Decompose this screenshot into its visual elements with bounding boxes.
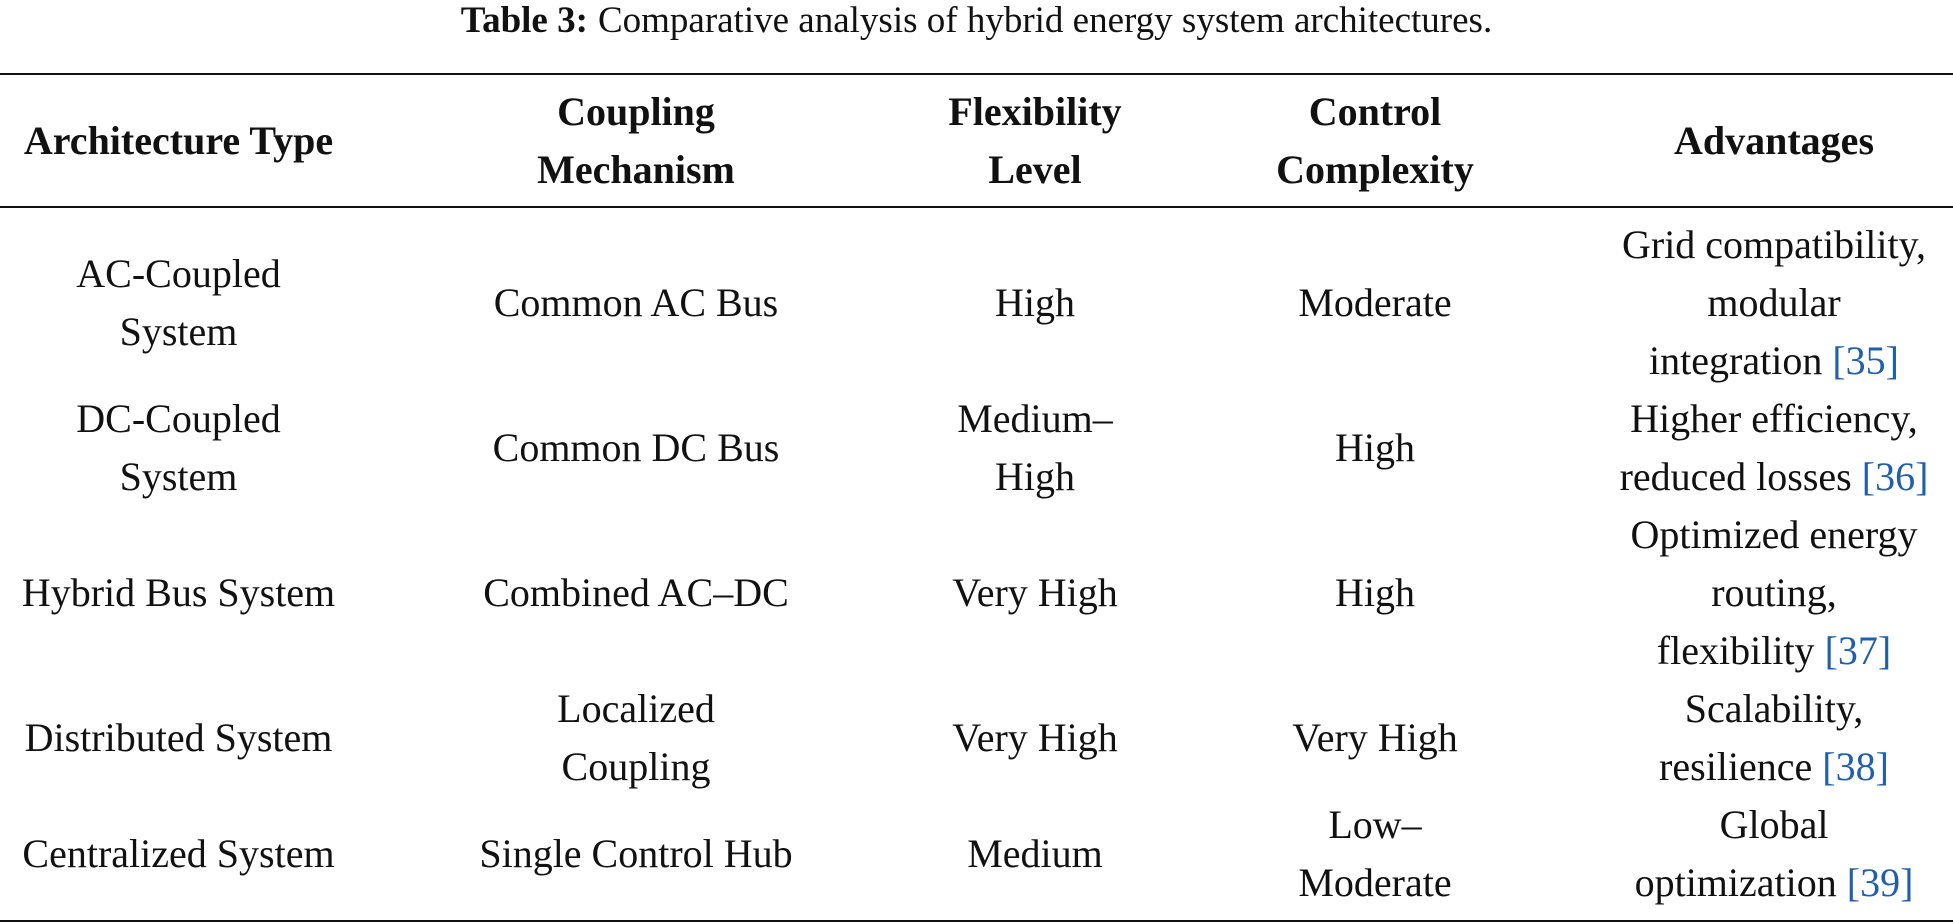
- cell-line: Grid compatibility,: [1621, 222, 1927, 267]
- table-row: Distributed System Localized Coupling Very …: [0, 680, 1953, 796]
- table-cell: Global optimization [39]: [1595, 796, 1953, 921]
- cell-line: Moderate: [1298, 860, 1452, 905]
- cell-line: Low–: [1328, 802, 1422, 847]
- table-cell: Single Control Hub: [357, 796, 915, 921]
- table-header: Architecture Type Coupling Mechanism Flexib…: [0, 74, 1953, 207]
- table-row: DC-Coupled System Common DC Bus Medium– High…: [0, 390, 1953, 506]
- cell-line: Combined AC–DC: [483, 570, 789, 615]
- table: Architecture Type Coupling Mechanism Flexib…: [0, 73, 1953, 922]
- table-cell: Medium– High: [915, 390, 1155, 506]
- cell-line: Medium–: [957, 396, 1113, 441]
- cell-line: Global: [1719, 802, 1829, 847]
- table-cell: Common DC Bus: [357, 390, 915, 506]
- table-cell: High: [1155, 390, 1595, 506]
- table-cell: Grid compatibility, modular integration [3…: [1595, 207, 1953, 390]
- header-cell: Architecture Type: [0, 74, 357, 207]
- cell-line: Level: [988, 147, 1082, 192]
- table-cell: Moderate: [1155, 207, 1595, 390]
- table-cell: Scalability, resilience [38]: [1595, 680, 1953, 796]
- cell-line: Scalability,: [1684, 686, 1864, 731]
- cell-line: Common DC Bus: [492, 425, 780, 470]
- header-cell: Flexibility Level: [915, 74, 1155, 207]
- citation: [36]: [1861, 454, 1929, 499]
- cell-line: DC-Coupled: [76, 396, 281, 441]
- table-cell: Very High: [915, 506, 1155, 680]
- cell-line: Architecture Type: [23, 118, 334, 163]
- table-row: AC-Coupled System Common AC Bus High Moderat…: [0, 207, 1953, 390]
- citation: [38]: [1822, 744, 1889, 789]
- cell-line: Very High: [952, 715, 1118, 760]
- cell-line: Complexity: [1276, 147, 1474, 192]
- cell-line: modular: [1707, 280, 1841, 325]
- cell-line: Centralized System: [22, 831, 335, 876]
- table-cell: Common AC Bus: [357, 207, 915, 390]
- cell-line: High: [995, 280, 1075, 325]
- table-body: AC-Coupled System Common AC Bus High Moderat…: [0, 207, 1953, 921]
- caption-text: Comparative analysis of hybrid energy sy…: [597, 0, 1493, 41]
- table-cell: Medium: [915, 796, 1155, 921]
- cell-line: Localized: [557, 686, 715, 731]
- cell-line: High: [1335, 570, 1415, 615]
- cell-line: integration: [1649, 338, 1823, 383]
- caption-label: Table 3:: [460, 0, 588, 41]
- cell-line: Common AC Bus: [493, 280, 779, 325]
- citation: [39]: [1846, 860, 1914, 905]
- header-cell: Control Complexity: [1155, 74, 1595, 207]
- cell-line: resilience: [1659, 744, 1813, 789]
- citation: [35]: [1832, 338, 1899, 383]
- table-row: Centralized System Single Control Hub Medi…: [0, 796, 1953, 921]
- cell-line: Higher efficiency,: [1630, 396, 1918, 441]
- table-cell: High: [915, 207, 1155, 390]
- table-cell: Very High: [915, 680, 1155, 796]
- cell-line: Very High: [952, 570, 1118, 615]
- table-cell: Very High: [1155, 680, 1595, 796]
- table-cell: Higher efficiency, reduced losses [36]: [1595, 390, 1953, 506]
- table-cell: Localized Coupling: [357, 680, 915, 796]
- table-cell: DC-Coupled System: [0, 390, 357, 506]
- table-cell: Combined AC–DC: [357, 506, 915, 680]
- table-row: Hybrid Bus System Combined AC–DC Very High…: [0, 506, 1953, 680]
- cell-line: AC-Coupled: [76, 251, 281, 296]
- table-cell: AC-Coupled System: [0, 207, 357, 390]
- cell-line: Hybrid Bus System: [21, 570, 336, 615]
- cell-line: High: [995, 454, 1075, 499]
- cell-line: flexibility: [1656, 628, 1815, 673]
- cell-line: Optimized energy: [1630, 512, 1918, 557]
- table-cell: Distributed System: [0, 680, 357, 796]
- header-row: Architecture Type Coupling Mechanism Flexib…: [0, 74, 1953, 207]
- cell-line: Coupling: [557, 89, 715, 134]
- table-caption: Table 3: Comparative analysis of hybrid e…: [0, 0, 1953, 42]
- cell-line: routing,: [1711, 570, 1837, 615]
- cell-line: Coupling: [561, 744, 711, 789]
- citation: [37]: [1824, 628, 1892, 673]
- cell-line: High: [1335, 425, 1415, 470]
- cell-line: System: [119, 309, 238, 354]
- cell-line: Flexibility: [948, 89, 1122, 134]
- table-cell: Optimized energy routing, flexibility [37]: [1595, 506, 1953, 680]
- cell-line: Control: [1308, 89, 1442, 134]
- header-cell: Advantages: [1595, 74, 1953, 207]
- table-cell: Centralized System: [0, 796, 357, 921]
- table-cell: High: [1155, 506, 1595, 680]
- table-cell: Hybrid Bus System: [0, 506, 357, 680]
- cell-line: Very High: [1292, 715, 1458, 760]
- cell-line: System: [119, 454, 238, 499]
- cell-line: Single Control Hub: [479, 831, 793, 876]
- cell-line: Advantages: [1673, 118, 1875, 163]
- cell-line: Distributed System: [24, 715, 333, 760]
- cell-line: Medium: [967, 831, 1103, 876]
- cell-line: optimization: [1634, 860, 1837, 905]
- cell-line: Moderate: [1298, 280, 1452, 325]
- cell-line: Mechanism: [537, 147, 735, 192]
- table-cell: Low– Moderate: [1155, 796, 1595, 921]
- cell-line: reduced losses: [1619, 454, 1852, 499]
- header-cell: Coupling Mechanism: [357, 74, 915, 207]
